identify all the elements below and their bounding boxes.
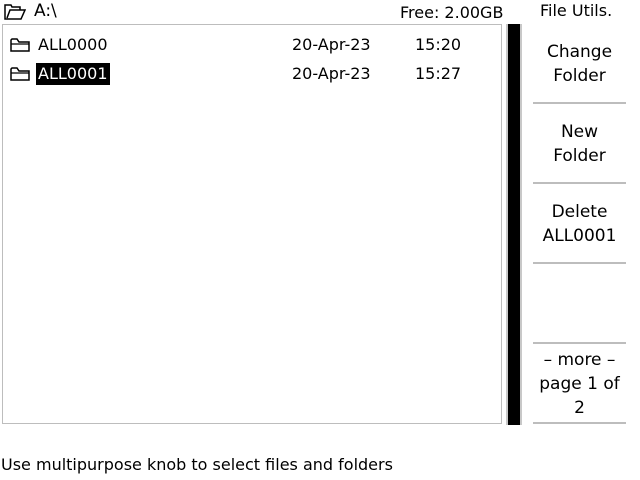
file-name: ALL0000: [38, 35, 108, 54]
new-folder-button[interactable]: New Folder: [533, 105, 626, 184]
file-list[interactable]: ALL0000 20-Apr-23 15:20 ALL0001 20-Apr-2…: [2, 24, 502, 424]
free-space-label: Free: 2.00GB: [400, 3, 504, 22]
folder-icon: [10, 38, 30, 52]
file-date: 20-Apr-23: [292, 35, 371, 54]
file-name: ALL0001: [36, 63, 110, 85]
folder-icon: [10, 67, 30, 81]
change-folder-button[interactable]: Change Folder: [533, 25, 626, 104]
open-folder-icon: [4, 4, 26, 20]
file-time: 15:27: [415, 64, 462, 83]
file-row[interactable]: ALL0000 20-Apr-23 15:20: [3, 33, 501, 55]
file-date: 20-Apr-23: [292, 64, 371, 83]
hint-text: Use multipurpose knob to select files an…: [1, 455, 393, 474]
scrollbar[interactable]: [506, 24, 522, 425]
menu-title: File Utils.: [540, 1, 613, 20]
delete-button[interactable]: Delete ALL0001: [533, 185, 626, 264]
empty-softkey[interactable]: [533, 265, 626, 344]
file-row-selected[interactable]: ALL0001 20-Apr-23 15:27: [3, 62, 501, 85]
file-time: 15:20: [415, 35, 462, 54]
current-path: A:\: [34, 1, 57, 21]
scrollbar-thumb[interactable]: [508, 24, 520, 425]
more-button[interactable]: – more – page 1 of 2: [533, 345, 626, 424]
